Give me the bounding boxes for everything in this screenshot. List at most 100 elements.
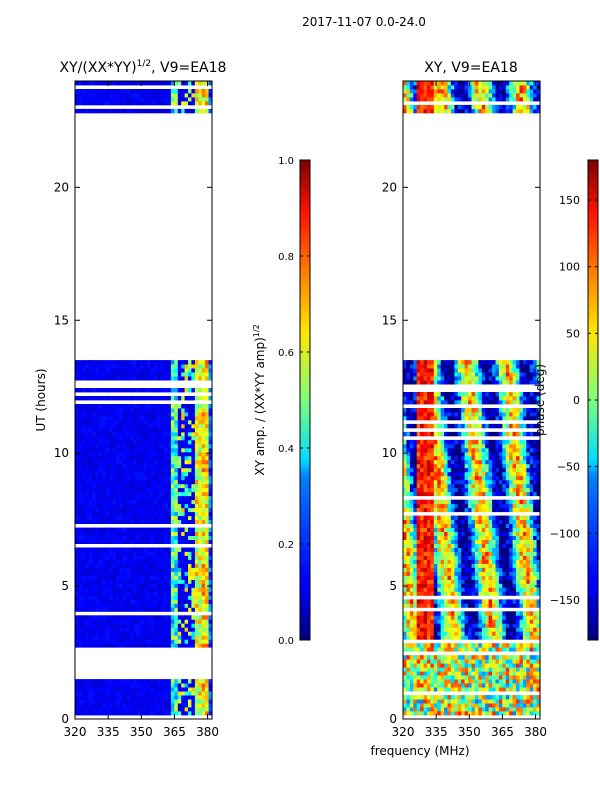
heatmap-cell [184,519,189,524]
heatmap-cell [146,683,151,688]
heatmap-cell [450,579,455,584]
heatmap-cell [184,551,189,556]
heatmap-cell [167,503,172,509]
heatmap-cell [194,567,199,572]
heatmap-cell [164,93,169,98]
heatmap-cell [184,404,189,409]
heatmap-cell [516,619,520,624]
heatmap-cell [481,667,486,672]
heatmap-cell [92,412,97,417]
heatmap-cell [406,679,411,684]
heatmap-cell [427,615,431,620]
heatmap-cell [146,467,151,473]
heatmap-cell [461,535,466,540]
heatmap-cell [174,567,179,572]
heatmap-cell [413,655,418,660]
heatmap-cell [157,467,162,473]
heatmap-cell [112,423,117,429]
heatmap-cell [201,711,206,716]
heatmap-cell [464,655,469,660]
heatmap-cell [409,551,414,556]
heatmap-cell [160,368,165,373]
x-tick-label: 335 [97,725,120,739]
heatmap-cell [78,503,83,509]
heatmap-cell [403,587,407,592]
heatmap-cell [170,551,175,556]
heatmap-cell [205,567,210,572]
heatmap-cell [450,667,455,672]
heatmap-cell [188,623,192,628]
heatmap-cell [164,519,169,524]
heatmap-cell [495,523,500,528]
heatmap-cell [440,555,445,560]
heatmap-cell [201,567,206,572]
heatmap-cell [526,563,531,568]
heatmap-cell [433,707,438,712]
heatmap-cell [78,703,83,708]
heatmap-cell [105,443,110,449]
heatmap-cell [519,575,524,580]
heatmap-cell [208,396,213,401]
heatmap-cell [485,627,490,632]
heatmap-cell [177,435,182,441]
heatmap-cell [167,687,172,692]
heatmap-cell [116,687,121,692]
heatmap-cell [75,527,79,532]
heatmap-cell [512,711,517,716]
heatmap-cell [146,108,151,114]
heatmap-cell [208,511,213,516]
heatmap-cell [174,535,179,540]
heatmap-cell [140,431,145,437]
heatmap-cell [474,611,479,616]
heatmap-cell [129,427,134,433]
heatmap-cell [99,364,103,369]
heatmap-cell [75,691,79,696]
heatmap-cell [109,699,114,704]
heatmap-cell [447,615,452,620]
heatmap-cell [92,527,97,532]
heatmap-cell [122,81,127,86]
heatmap-cell [150,511,155,516]
heatmap-cell [109,567,114,572]
heatmap-cell [133,707,138,712]
heatmap-cell [174,93,179,98]
heatmap-cell [92,515,97,520]
heatmap-cell [116,364,121,369]
heatmap-cell [119,707,124,712]
heatmap-cell [177,459,182,465]
heatmap-cell [146,479,151,485]
heatmap-cell [136,599,141,604]
heatmap-cell [440,527,445,532]
heatmap-cell [191,683,196,688]
heatmap-cell [208,703,213,708]
heatmap-cell [413,587,418,592]
heatmap-cell [157,607,162,612]
heatmap-cell [146,415,151,421]
heatmap-cell [406,571,411,576]
heatmap-cell [194,703,199,708]
heatmap-cell [406,703,411,708]
heatmap-cell [188,711,192,716]
heatmap-cell [505,647,510,652]
heatmap-cell [516,631,520,636]
heatmap-cell [198,687,203,692]
heatmap-cell [129,603,134,608]
heatmap-cell [88,463,93,469]
heatmap-cell [112,563,117,568]
heatmap-cell [133,547,138,552]
heatmap-cell [112,519,117,524]
heatmap-cell [99,527,103,532]
heatmap-cell [519,539,524,544]
heatmap-cell [99,451,103,457]
heatmap-cell [526,655,531,660]
heatmap-cell [208,623,213,628]
heatmap-cell [146,364,151,369]
heatmap-cell [126,503,131,509]
heatmap-cell [122,527,127,532]
heatmap-cell [99,415,103,421]
heatmap-cell [150,575,155,580]
y-tick-label: 15 [54,313,69,327]
heatmap-cell [75,483,79,489]
heatmap-cell [519,703,524,708]
heatmap-cell [406,555,411,560]
